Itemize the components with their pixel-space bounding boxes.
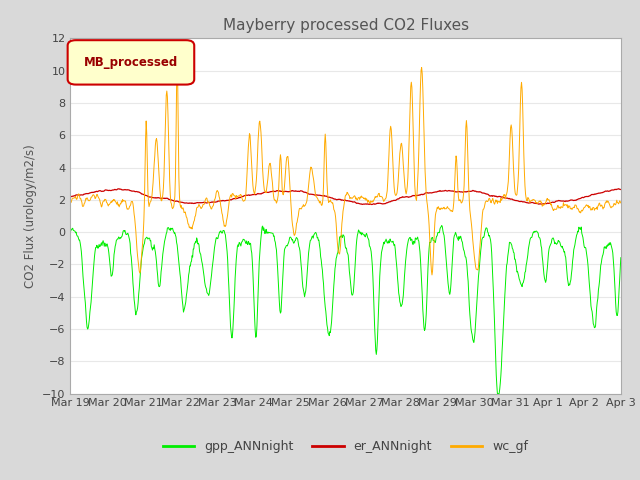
wc_gf xyxy=(392,192,399,198)
wc_gf xyxy=(617,200,625,206)
wc_gf xyxy=(169,206,177,212)
wc_gf xyxy=(599,206,607,212)
gpp_ANNnight xyxy=(599,252,607,257)
Y-axis label: CO2 Flux (urology/m2/s): CO2 Flux (urology/m2/s) xyxy=(24,144,36,288)
wc_gf xyxy=(428,272,436,278)
gpp_ANNnight xyxy=(617,255,625,261)
er_ANNnight xyxy=(169,198,177,204)
wc_gf xyxy=(93,192,100,197)
er_ANNnight xyxy=(598,190,606,195)
wc_gf xyxy=(591,207,598,213)
FancyBboxPatch shape xyxy=(68,40,195,84)
er_ANNnight xyxy=(617,187,625,192)
Text: MB_processed: MB_processed xyxy=(84,56,178,69)
er_ANNnight xyxy=(614,186,622,192)
gpp_ANNnight xyxy=(169,225,177,231)
gpp_ANNnight xyxy=(438,223,445,228)
Line: er_ANNnight: er_ANNnight xyxy=(70,189,621,204)
gpp_ANNnight xyxy=(591,325,598,331)
gpp_ANNnight xyxy=(67,229,74,235)
Title: Mayberry processed CO2 Fluxes: Mayberry processed CO2 Fluxes xyxy=(223,18,468,33)
Line: wc_gf: wc_gf xyxy=(70,60,621,275)
gpp_ANNnight xyxy=(391,242,399,248)
gpp_ANNnight xyxy=(295,243,303,249)
er_ANNnight xyxy=(590,192,598,197)
er_ANNnight xyxy=(368,202,376,207)
er_ANNnight xyxy=(392,198,399,204)
wc_gf xyxy=(296,205,303,211)
er_ANNnight xyxy=(93,189,100,194)
wc_gf xyxy=(67,199,74,205)
Legend: gpp_ANNnight, er_ANNnight, wc_gf: gpp_ANNnight, er_ANNnight, wc_gf xyxy=(158,435,533,458)
gpp_ANNnight xyxy=(493,391,501,396)
Line: gpp_ANNnight: gpp_ANNnight xyxy=(70,226,621,394)
er_ANNnight xyxy=(67,194,74,200)
gpp_ANNnight xyxy=(93,242,100,248)
wc_gf xyxy=(173,57,181,63)
er_ANNnight xyxy=(295,189,303,194)
